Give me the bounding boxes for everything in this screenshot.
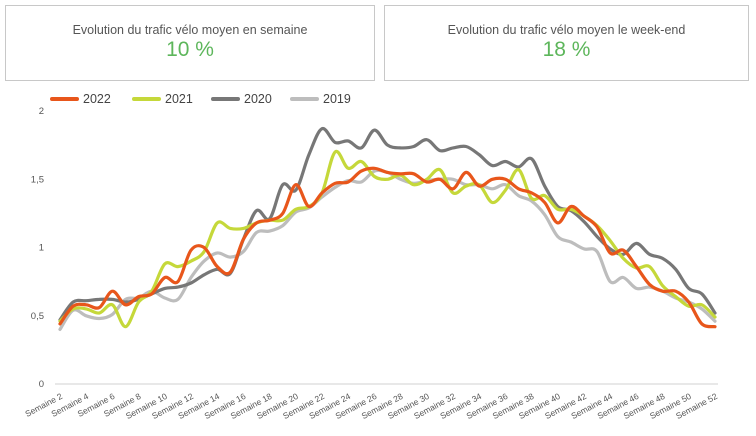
legend-label-2020: 2020 (244, 92, 272, 106)
series-line-2021 (58, 149, 717, 329)
kpi-value-weekend: 18 % (542, 38, 591, 61)
series-line-2022 (58, 166, 717, 329)
y-tick-label: 1,5 (31, 174, 44, 185)
y-tick-label: 2 (39, 106, 44, 117)
kpi-value-weekday: 10 % (166, 38, 214, 61)
legend-label-2021: 2021 (165, 92, 193, 106)
y-tick-label: 0 (39, 379, 44, 390)
kpi-label-weekend: Evolution du trafic vélo moyen le week-e… (447, 23, 686, 37)
legend-label-2019: 2019 (323, 92, 351, 106)
y-tick-label: 0,5 (31, 311, 44, 322)
series-line-2020 (58, 127, 717, 322)
kpi-card-weekday: Evolution du trafic vélo moyen en semain… (5, 5, 375, 81)
y-tick-label: 1 (39, 243, 44, 254)
kpi-card-weekend: Evolution du trafic vélo moyen le week-e… (384, 5, 749, 81)
kpi-label-weekday: Evolution du trafic vélo moyen en semain… (72, 23, 308, 37)
legend-label-2022: 2022 (83, 92, 111, 106)
